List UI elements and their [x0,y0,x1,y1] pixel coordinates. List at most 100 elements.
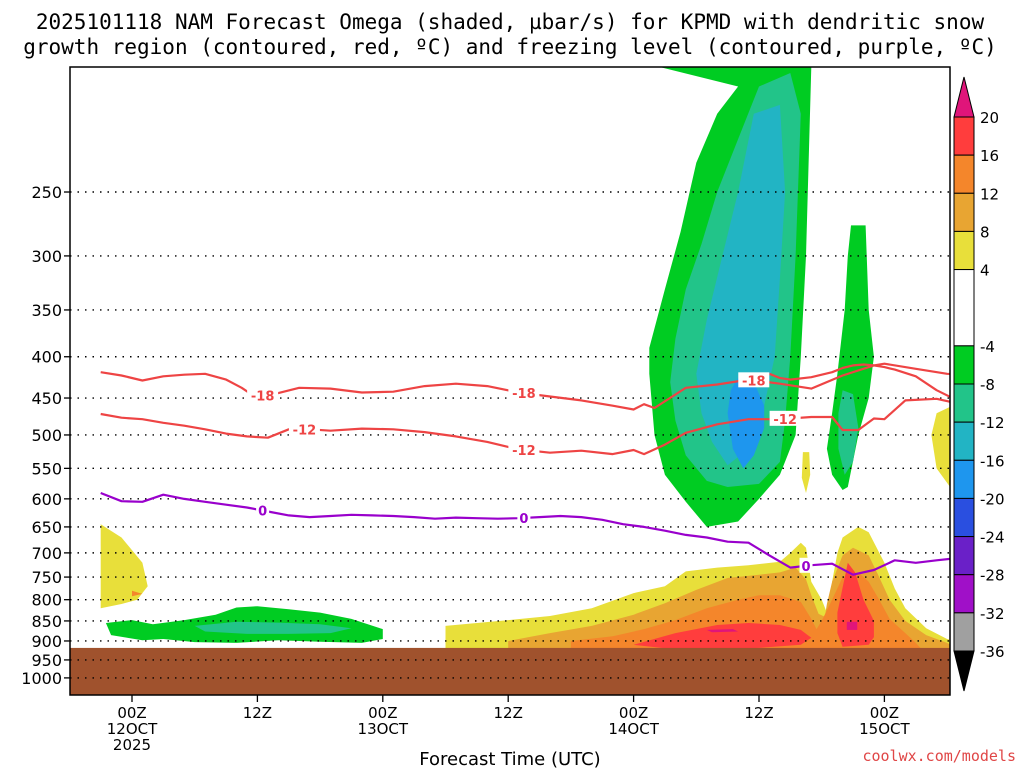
y-tick-label-600: 600 [31,490,62,509]
x-tick-label-60-0: 12Z [744,704,773,722]
y-tick-label-450: 450 [31,389,62,408]
y-tick-label-550: 550 [31,459,62,478]
x-tick-label-0-1: 12OCT [107,720,158,738]
region-low-level-updraft-left-inner [194,621,352,634]
colorbar-band-12 [953,612,975,652]
colorbar-band-11 [953,574,975,614]
x-tick-label-0-0: 00Z [117,704,146,722]
plot-frame [69,66,951,696]
y-axis-ticks: 2503003504004505005506006507007508008509… [21,183,70,688]
credit-text: coolwx.com/models [862,747,1016,765]
region-descent-max-left [706,629,739,633]
colorbar-label--28: -28 [980,567,1005,585]
y-tick-label-800: 800 [31,591,62,610]
colorbar-label--36: -36 [980,643,1005,661]
region-descent-yellow-right [931,406,950,487]
contour-label--18-1: -18 [512,387,536,402]
region-descent-orange-strong [570,572,927,655]
region-descent-red-core-right [837,562,874,647]
contour-labels: -18 -18 -18 -12 -12 -12 0 0 0 [247,372,813,575]
y-tick-label-850: 850 [31,612,62,631]
colorbar-label--8: -8 [980,376,995,394]
colorbar-label-8: 8 [980,223,990,241]
x-tick-label-24-0: 00Z [368,704,397,722]
region-descent-red-core [633,623,812,650]
colorbar-band-9 [953,497,975,538]
colorbar-band-4 [953,269,975,347]
colorbar-band-6 [953,383,975,423]
contour-label-0-7: 0 [519,512,528,527]
y-tick-label-950: 950 [31,651,62,670]
colorbar-band-8 [953,459,975,499]
colorbar-band-10 [953,536,975,576]
contour-label-bg [769,410,801,426]
y-tick-label-500: 500 [31,426,62,445]
contour-label--12-3: -12 [293,423,317,438]
colorbar-label--20: -20 [980,490,1005,508]
y-tick-label-250: 250 [31,183,62,202]
contour-label--18-2: -18 [742,374,766,389]
x-tick-label-48-0: 00Z [619,704,648,722]
x-tick-label-0-2: 2025 [113,736,151,754]
colorbar-label--24: -24 [980,529,1005,547]
x-tick-label-24-1: 13OCT [358,720,409,738]
contour-label-bg [738,372,770,388]
contour-label--12-4: -12 [512,444,536,459]
colorbar-label-20: 20 [980,109,999,127]
contour-label--18-0: -18 [251,389,275,404]
contour-label-bg [288,421,320,437]
colorbar-label-12: 12 [980,185,999,203]
y-tick-label-750: 750 [31,568,62,587]
colorbar: 20 16 12 8 4 -4 -8 -12 -16 -20 -24 -28 -32 -36 [953,76,1005,692]
region-upward-motion-narrow-core [838,390,859,475]
contour-line--12-1 [100,397,950,456]
x-tick-label-48-1: 14OCT [608,720,659,738]
colorbar-band-3 [953,230,975,271]
x-axis-label: Forecast Time (UTC) [419,749,600,768]
contour-label-bg [508,385,540,401]
chart-title-line-2: growth region (contoured, red, ºC) and f… [23,35,997,59]
region-descent-yellow-left [100,524,148,609]
colorbar-label-16: 16 [980,147,999,165]
region-upward-motion-speck [801,452,811,493]
contour-label-bg [517,509,531,525]
y-tick-label-700: 700 [31,544,62,563]
y-tick-label-900: 900 [31,632,62,651]
y-tick-label-1000: 1000 [21,669,62,688]
x-tick-label-72-1: 15OCT [859,720,910,738]
contour-label-0-8: 0 [802,560,811,575]
contour-label-bg [247,387,279,403]
region-upward-motion-column-core [727,378,765,469]
contour-line-segment-3 [768,363,950,399]
colorbar-label--4: -4 [980,338,995,356]
colorbar-bottom-arrow [953,650,975,692]
contour-label-0-6: 0 [258,504,267,519]
region-descent-max-right [846,621,858,630]
colorbar-band-5 [953,345,975,385]
contour-label--12-5: -12 [773,413,797,428]
y-tick-label-650: 650 [31,518,62,537]
contour-label-bg [508,441,540,457]
y-tick-label-400: 400 [31,348,62,367]
x-tick-label-36-0: 12Z [494,704,523,722]
shaded-regions [70,67,950,695]
colorbar-label-4: 4 [980,262,990,280]
colorbar-label--16: -16 [980,452,1005,470]
x-tick-label-12-0: 12Z [243,704,272,722]
region-descent-orange-left [132,590,143,597]
chart-title: 2025101118 NAM Forecast Omega (shaded, µ… [23,10,997,59]
contour-label-bg [256,502,270,518]
y-tick-label-300: 300 [31,247,62,266]
contour-label-bg [799,557,813,573]
colorbar-band-7 [953,421,975,461]
ground-below-surface [70,647,950,695]
colorbar-band-2 [953,192,975,232]
x-tick-label-72-0: 00Z [870,704,899,722]
colorbar-band-1 [953,154,975,194]
colorbar-label--12: -12 [980,414,1005,432]
plot-area: -18 -18 -18 -12 -12 -12 0 0 0 [70,67,950,695]
colorbar-label--32: -32 [980,605,1005,623]
chart-title-line-1: 2025101118 NAM Forecast Omega (shaded, µ… [36,10,985,34]
